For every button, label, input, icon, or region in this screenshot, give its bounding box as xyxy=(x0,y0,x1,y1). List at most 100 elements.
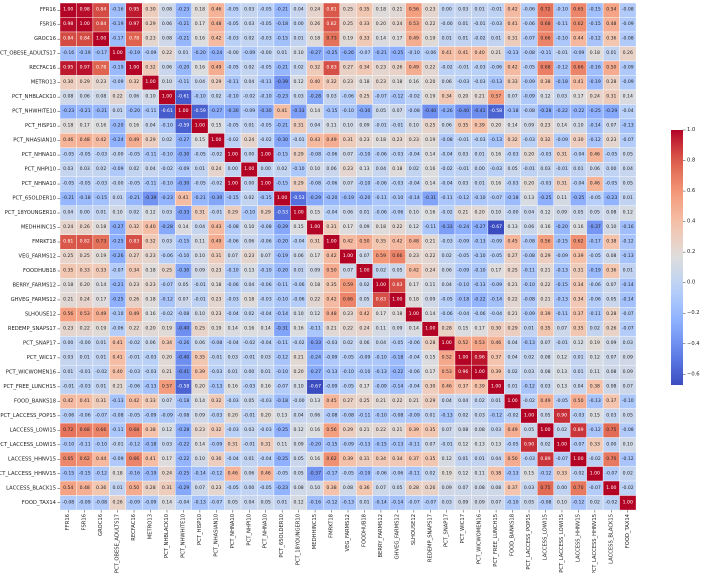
cell-value-label: 0.20 xyxy=(80,282,90,288)
cell-value-label: -0.06 xyxy=(391,470,403,476)
cell-value-label: 0.03 xyxy=(458,7,468,13)
cell-value-label: 0.03 xyxy=(244,7,254,13)
cell-value-label: 0.03 xyxy=(623,340,633,346)
colorbar-gradient xyxy=(671,130,683,385)
cell-value-label: -0.09 xyxy=(210,441,222,447)
cell-value-label: 0.07 xyxy=(442,427,452,433)
cell-value-label: 0.44 xyxy=(96,456,106,462)
cell-value-label: 0.07 xyxy=(195,485,205,491)
cell-value-label: 0.12 xyxy=(540,210,550,216)
cell-value-label: 0.00 xyxy=(228,166,238,172)
cell-value-label: 0.02 xyxy=(442,253,452,259)
cell-value-label: -0.05 xyxy=(260,21,272,27)
cell-value-label: -0.03 xyxy=(457,79,469,85)
cell-value-label: -0.03 xyxy=(507,152,519,158)
cell-value-label: 0.02 xyxy=(458,412,468,418)
cell-value-label: 0.29 xyxy=(228,210,238,216)
cell-value-label: -0.10 xyxy=(260,94,272,100)
cell-value-label: 0.20 xyxy=(376,21,386,27)
cell-value-label: -0.18 xyxy=(457,296,469,302)
cell-value-label: 0.31 xyxy=(195,210,205,216)
cell-value-label: 0.78 xyxy=(96,65,106,71)
cell-value-label: 0.08 xyxy=(343,485,353,491)
cell-value-label: -0.11 xyxy=(145,152,157,158)
cell-value-label: 0.54 xyxy=(63,485,73,491)
cell-value-label: -0.04 xyxy=(572,152,584,158)
cell-value-label: -0.09 xyxy=(408,412,420,418)
cell-value-label: 0.68 xyxy=(540,65,550,71)
cell-value-label: 0.13 xyxy=(557,383,567,389)
cell-value-label: -0.09 xyxy=(622,65,634,71)
cell-value-label: 0.49 xyxy=(409,36,419,42)
cell-value-label: 0.03 xyxy=(458,181,468,187)
cell-value-label: -0.40 xyxy=(424,108,436,114)
cell-value-label: -0.11 xyxy=(227,79,239,85)
cell-value-label: -0.61 xyxy=(177,94,189,100)
cell-value-label: 0.23 xyxy=(376,79,386,85)
cell-value-label: 0.57 xyxy=(491,94,501,100)
x-tick-label: PCT_WIC17 xyxy=(460,514,466,543)
cell-value-label: -0.08 xyxy=(95,499,107,505)
cell-value-label: 0.31 xyxy=(359,456,369,462)
cell-value-label: 0.40 xyxy=(310,79,320,85)
cell-value-label: 0.08 xyxy=(458,427,468,433)
y-tick-label: PCT_NHASIAN10 xyxy=(13,138,56,144)
cell-value-label: 0.31 xyxy=(326,224,336,230)
cell-value-label: -0.17 xyxy=(326,470,338,476)
cell-value-label: 0.16 xyxy=(96,123,106,129)
cell-value-label: 0.03 xyxy=(524,369,534,375)
cell-value-label: 0.34 xyxy=(392,456,402,462)
cell-value-label: 0.23 xyxy=(540,123,550,129)
cell-value-label: -0.05 xyxy=(276,470,288,476)
cell-value-label: 0.15 xyxy=(425,354,435,360)
cell-value-label: 0.68 xyxy=(80,427,90,433)
cell-value-label: 0.35 xyxy=(540,325,550,331)
cell-value-label: -0.04 xyxy=(227,456,239,462)
x-tick-label: PCT_NHBLACK10 xyxy=(164,514,170,558)
cell-value-label: 0.35 xyxy=(573,325,583,331)
cell-value-label: 0.23 xyxy=(96,79,106,85)
cell-value-label: 0.25 xyxy=(359,94,369,100)
cell-value-label: 0.04 xyxy=(145,166,155,172)
cell-value-label: -0.19 xyxy=(145,470,157,476)
cell-value-label: 0.38 xyxy=(590,383,600,389)
cell-value-label: 0.40 xyxy=(145,224,155,230)
y-tick-label: BERRY_FARMS12 xyxy=(12,282,56,288)
cell-value-label: 0.46 xyxy=(63,137,73,143)
cell-value-label: -0.07 xyxy=(161,282,173,288)
cell-value-label: 0.19 xyxy=(96,253,106,259)
cell-value-label: -0.10 xyxy=(474,195,486,201)
y-tick-label: FSR16 xyxy=(40,22,56,28)
cell-value-label: 0.20 xyxy=(228,412,238,418)
cell-value-label: -0.10 xyxy=(227,94,239,100)
cell-value-label: 0.53 xyxy=(442,369,452,375)
cell-value-label: 0.18 xyxy=(376,137,386,143)
cell-value-label: -0.07 xyxy=(424,499,436,505)
cell-value-label: -0.13 xyxy=(556,267,568,273)
cell-value-label: -0.10 xyxy=(375,354,387,360)
cell-value-label: -0.00 xyxy=(441,21,453,27)
cell-value-label: 0.33 xyxy=(80,267,90,273)
cell-value-label: -0.08 xyxy=(622,427,634,433)
cell-value-label: -0.16 xyxy=(589,65,601,71)
cell-value-label: -0.28 xyxy=(161,224,173,230)
cell-value-label: 0.14 xyxy=(425,311,435,317)
cell-value-label: 0.13 xyxy=(310,398,320,404)
cell-value-label: 0.26 xyxy=(606,325,616,331)
cell-value-label: -0.05 xyxy=(227,7,239,13)
cell-value-label: -0.05 xyxy=(523,65,535,71)
cell-value-label: -0.13 xyxy=(589,398,601,404)
cell-value-label: 0.21 xyxy=(392,7,402,13)
cell-value-label: 0.18 xyxy=(376,224,386,230)
cell-value-label: 0.23 xyxy=(211,267,221,273)
cell-value-label: 0.05 xyxy=(376,108,386,114)
cell-value-label: -0.11 xyxy=(375,195,387,201)
cell-value-label: -0.09 xyxy=(145,499,157,505)
cell-value-label: -0.09 xyxy=(79,499,91,505)
x-tick-label: SLHOUSE12 xyxy=(411,514,417,545)
cell-value-label: 0.10 xyxy=(557,499,567,505)
cell-value-label: 0.36 xyxy=(606,267,616,273)
cell-value-label: 0.05 xyxy=(244,398,254,404)
cell-value-label: 0.14 xyxy=(507,123,517,129)
cell-value-label: 0.18 xyxy=(145,296,155,302)
